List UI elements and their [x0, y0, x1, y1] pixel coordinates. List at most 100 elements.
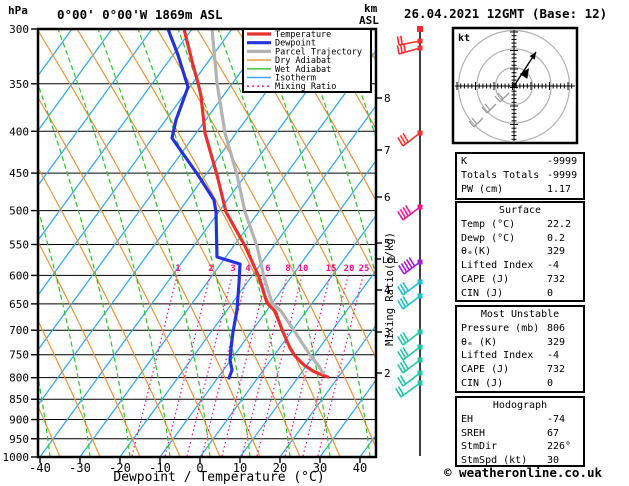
table-row: StmSpd (kt) 30 [457, 454, 583, 468]
wet-adiabat-line [39, 379, 51, 456]
table-row: θₑ(K) 329 [457, 245, 583, 259]
pressure-tick-label: 500 [9, 205, 29, 218]
isotherm-line [319, 380, 375, 456]
row-label: CIN (J) [461, 287, 504, 299]
wet-adiabat-line [97, 30, 211, 456]
pressure-tick-label: 800 [9, 372, 29, 385]
isotherm-line [239, 270, 375, 456]
dry-adiabat-line [236, 30, 375, 277]
table-row: CAPE (J) 732 [457, 363, 583, 377]
row-value: -9999 [547, 156, 578, 167]
table-row: Dewp (°C) 0.2 [457, 232, 583, 246]
mixing-ratio-label: 3 [230, 264, 235, 274]
hodograph [451, 26, 579, 145]
isotherm-line [79, 51, 375, 456]
mixing-ratio-label: 15 [326, 264, 337, 274]
row-label: Lifted Index [461, 260, 534, 272]
curve-parcel-trajectory [210, 30, 325, 375]
stats-table-hodograph: Hodograph EH -74 SREH 67 StmDir 226° StmSpd (kt… [455, 396, 585, 467]
wind-barb [397, 370, 423, 387]
mixing-ratio-line [201, 271, 249, 456]
pressure-tick-label: 900 [9, 414, 29, 427]
row-label: PW (cm) [461, 183, 504, 195]
row-value: -9999 [547, 169, 578, 181]
pressure-tick-label: 350 [9, 78, 29, 91]
row-value: 732 [547, 364, 566, 376]
isotherm-line [39, 30, 313, 405]
dry-adiabat-line [39, 321, 101, 456]
dry-adiabat-line [116, 30, 341, 456]
pressure-tick-label: 950 [9, 433, 29, 446]
pressure-tick-label: 400 [9, 125, 29, 138]
legend-label: Parcel Trajectory [275, 47, 362, 57]
table-title: Surface [498, 205, 542, 216]
stats-table-surface: Surface Temp (°C) 22.2 Dewp (°C) 0.2 θₑ(K) 329… [455, 201, 585, 302]
wind-barb [395, 380, 423, 398]
hodograph-gray-barb [468, 117, 484, 128]
row-value: 1.17 [547, 183, 572, 195]
temp-tick-label: -40 [29, 461, 51, 475]
isotherm-line [39, 30, 193, 240]
mixing-ratio-label: 25 [359, 264, 370, 274]
row-label: θₑ (K) [461, 336, 498, 348]
hodograph-gray-barb [481, 103, 497, 114]
legend-label: Wet Adiabat [275, 65, 331, 75]
row-value: 329 [547, 336, 566, 348]
wind-barb-column [395, 26, 423, 456]
mixing-ratio-line [186, 271, 234, 456]
wind-barb [397, 357, 423, 374]
table-row: CIN (J) 0 [457, 377, 583, 391]
mixing-ratio-label: 1 [175, 264, 180, 274]
dry-adiabat-line [76, 30, 301, 456]
mixing-ratio-line [241, 271, 289, 456]
pressure-tick-label: 550 [9, 238, 29, 251]
dry-adiabat-line [39, 31, 261, 456]
wet-adiabat-line [217, 30, 331, 456]
table-row: Lifted Index -4 [457, 349, 583, 363]
row-label: StmSpd (kt) [461, 455, 528, 467]
alt-unit-asl: ASL [359, 14, 379, 27]
km-tick-label: 2 [384, 367, 391, 380]
pressure-tick-label: 850 [9, 393, 29, 406]
wind-barb [397, 204, 423, 221]
table-row: CAPE (J) 732 [457, 273, 583, 287]
km-tick-label: 3 [384, 326, 391, 339]
row-label: Totals Totals [461, 169, 540, 181]
row-label: Lifted Index [461, 350, 534, 362]
wind-barb [397, 329, 423, 346]
pressure-tick-label: 650 [9, 298, 29, 311]
mixing-ratio-line [256, 271, 304, 456]
curve-temperature [182, 30, 330, 379]
table-row: K -9999 [457, 155, 583, 169]
row-value: 226° [547, 441, 572, 453]
row-value: 67 [547, 427, 560, 439]
row-value: 0 [547, 287, 554, 299]
pressure-tick-label: 450 [9, 167, 29, 180]
row-label: K [461, 156, 468, 167]
table-row: Pressure (mb) 806 [457, 322, 583, 336]
isotherm-line [39, 30, 153, 186]
table-row: EH -74 [457, 413, 583, 427]
wet-adiabat-line [57, 30, 171, 456]
wet-adiabat-line [39, 85, 131, 456]
table-title: Hodograph [492, 400, 548, 411]
mixing-ratio-line [164, 271, 212, 456]
x-axis-label: Dewpoint / Temperature (°C) [113, 470, 324, 485]
dry-adiabat-line [39, 242, 141, 456]
row-label: Dewp (°C) [461, 232, 516, 244]
mixing-ratio-line [131, 271, 179, 456]
table-row: Lifted Index -4 [457, 259, 583, 273]
copyright: © weatheronline.co.uk [444, 465, 603, 480]
row-value: 0.2 [547, 232, 566, 244]
wet-adiabat-line [39, 210, 91, 456]
temp-tick-label: 40 [353, 461, 367, 475]
mixing-ratio-label: 2 [208, 264, 213, 274]
row-value: 30 [547, 455, 560, 467]
mixing-ratio-label: 20 [344, 264, 355, 274]
curve-dewpoint [166, 30, 242, 380]
wind-barb [398, 257, 423, 275]
km-tick-label: 7 [384, 144, 391, 157]
wet-adiabat-line [137, 30, 251, 456]
date-title: 26.04.2021 12GMT (Base: 12) [404, 6, 608, 21]
